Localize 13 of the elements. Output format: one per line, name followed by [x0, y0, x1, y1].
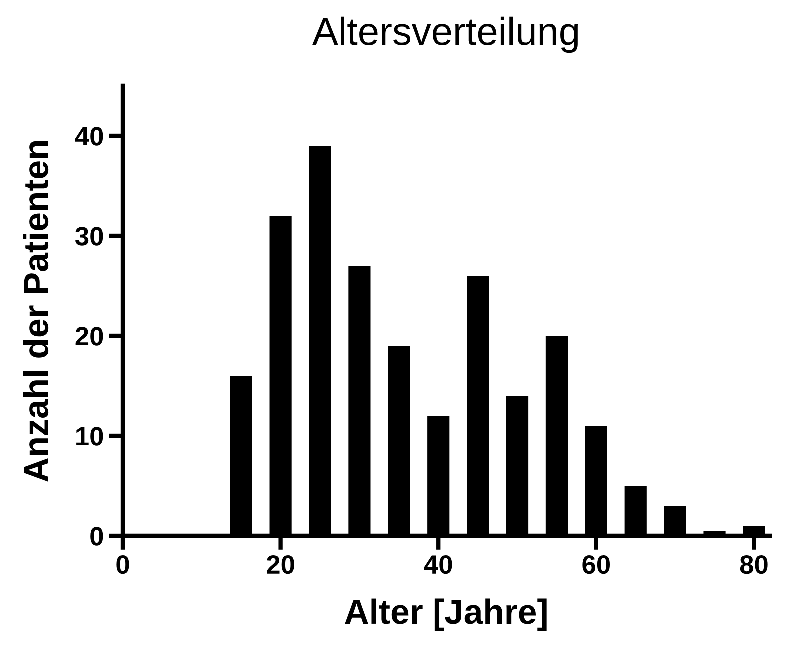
y-tick-label: 10: [76, 427, 104, 446]
x-tick-label: 40: [424, 555, 452, 574]
y-tick-label: 40: [75, 127, 104, 146]
y-tick-label: 20: [76, 327, 104, 346]
x-tick-label: 0: [116, 555, 130, 574]
x-tick-label: 20: [267, 555, 294, 574]
x-tick-label: 60: [582, 555, 610, 574]
y-tick-label: 30: [76, 227, 104, 246]
y-axis-title: Anzahl der Patienten: [23, 141, 49, 482]
x-axis-title: Alter [Jahre]: [345, 598, 547, 632]
y-tick-label: 0: [90, 527, 104, 546]
x-tick-label: 80: [740, 555, 768, 574]
chart-title: Altersverteilung: [312, 16, 578, 54]
